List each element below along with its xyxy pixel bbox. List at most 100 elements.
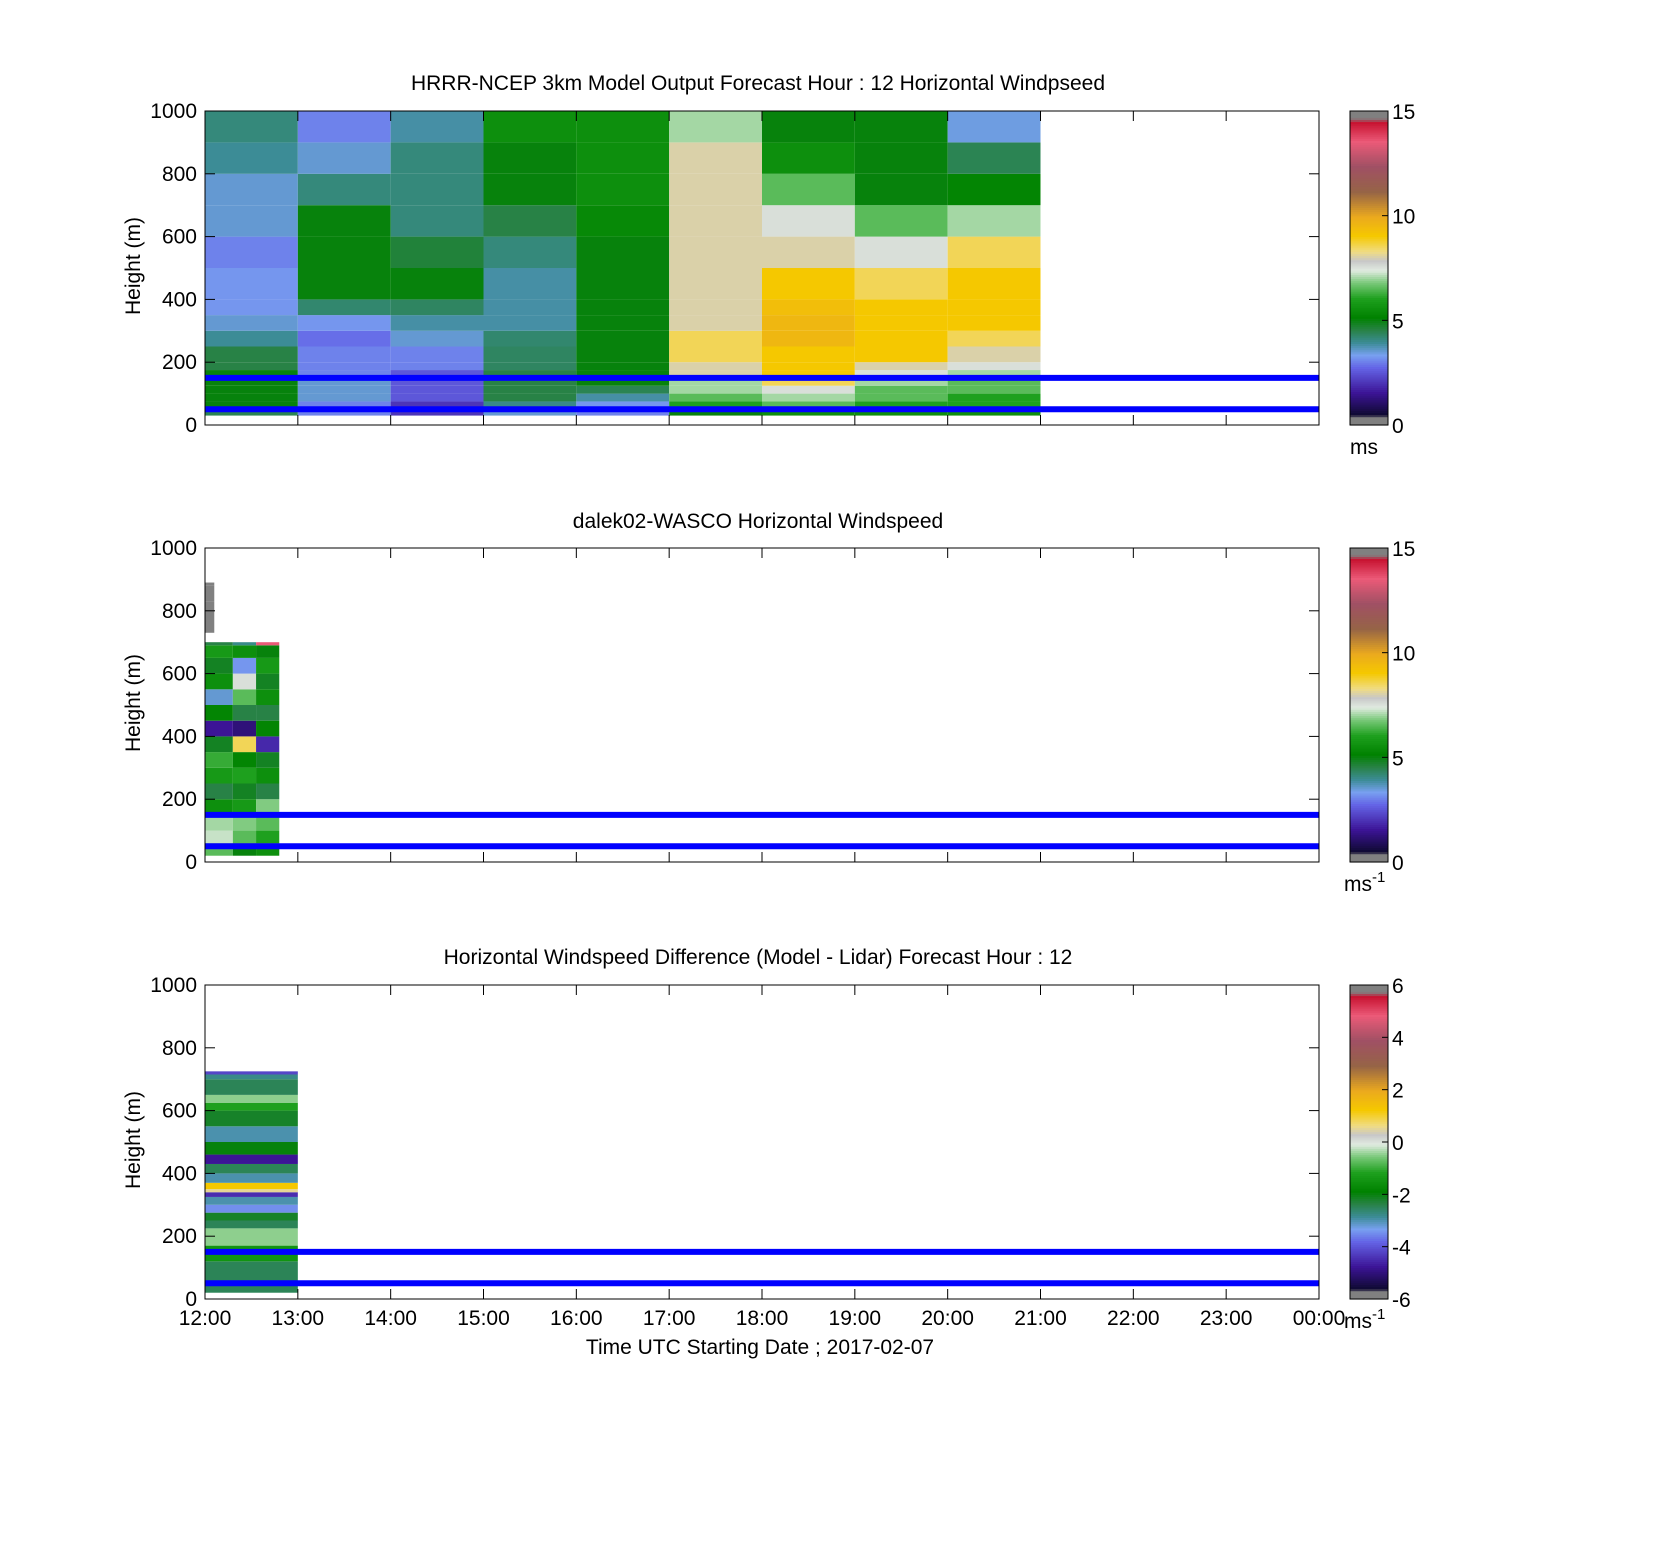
colorbar-segment	[1350, 757, 1388, 761]
heatmap-cell	[483, 330, 577, 347]
colorbar-segment	[1350, 667, 1388, 671]
heatmap-cell	[576, 330, 670, 347]
colorbar-segment	[1350, 399, 1388, 403]
heatmap-cells	[205, 1071, 298, 1293]
heatmap-cell	[297, 315, 391, 331]
colorbar-segment	[1350, 1177, 1388, 1181]
heatmap-cell	[483, 315, 577, 331]
colorbar-segment	[1350, 843, 1388, 846]
colorbar-segment	[1350, 186, 1388, 190]
heatmap-cell	[297, 111, 391, 143]
colorbar-segment	[1350, 550, 1388, 553]
heatmap-cell	[854, 346, 948, 363]
colorbar-segment	[1350, 1211, 1388, 1214]
colorbar-segment	[1350, 1068, 1388, 1072]
heatmap-cell	[205, 1220, 298, 1229]
colorbar-segment	[1350, 242, 1388, 246]
colorbar-segment	[1350, 790, 1388, 794]
colorbar-segment	[1350, 1215, 1388, 1218]
colorbar-segment	[1350, 826, 1388, 830]
heatmap-cell	[390, 370, 484, 378]
heatmap-cell	[854, 268, 948, 300]
heatmap-cell	[232, 830, 257, 844]
colorbar-tick-label: 15	[1392, 101, 1415, 124]
colorbar-segment	[1350, 1049, 1388, 1053]
colorbar-segment	[1350, 1286, 1388, 1290]
colorbar-segment	[1350, 684, 1388, 687]
colorbar-segment	[1350, 598, 1388, 601]
heatmap-cell	[483, 401, 577, 410]
y-axis-label: Height (m)	[122, 654, 145, 752]
colorbar-segment	[1350, 265, 1388, 269]
colorbar-segment	[1350, 734, 1388, 737]
colorbar-segment	[1350, 1083, 1388, 1087]
colorbar-segment	[1350, 1238, 1388, 1241]
colorbar-segment	[1350, 261, 1388, 265]
colorbar-segment	[1350, 600, 1388, 604]
colorbar-segment	[1350, 341, 1388, 344]
colorbar-segment	[1350, 389, 1388, 393]
colorbar-segment	[1350, 334, 1388, 338]
colorbar-segment	[1350, 774, 1388, 777]
colorbar-segment	[1350, 198, 1388, 202]
heatmap-cell	[205, 783, 233, 800]
colorbar-segment	[1350, 360, 1388, 363]
colorbar-segment	[1350, 813, 1388, 817]
colorbar-segment	[1350, 736, 1388, 740]
colorbar-segment	[1350, 665, 1388, 668]
colorbar-segment	[1350, 717, 1388, 721]
heatmap-cell	[576, 236, 670, 268]
colorbar-segment	[1350, 1290, 1388, 1294]
heatmap-cell	[205, 1261, 298, 1293]
colorbar-segment	[1350, 581, 1388, 585]
colorbar-segment	[1350, 307, 1388, 311]
heatmap-cell	[297, 330, 391, 347]
colorbar-segment	[1350, 358, 1388, 361]
colorbar-segment	[1350, 715, 1388, 719]
colorbar-segment	[1350, 1108, 1388, 1112]
colorbar-segment	[1350, 554, 1388, 557]
x-tick-label: 14:00	[364, 1307, 417, 1330]
colorbar-segment	[1350, 602, 1388, 606]
heatmap-cell	[483, 268, 577, 300]
colorbar-segment	[1350, 646, 1388, 650]
colorbar-segment	[1350, 1160, 1388, 1164]
heatmap-cell	[205, 370, 298, 378]
heatmap-cell	[297, 362, 391, 371]
y-tick-label: 400	[162, 288, 197, 311]
heatmap-cell	[483, 362, 577, 371]
colorbar-segment	[1350, 1269, 1388, 1273]
colorbar-segment	[1350, 705, 1388, 708]
colorbar-segment	[1350, 740, 1388, 744]
heatmap-cell	[256, 720, 280, 737]
colorbar-segment	[1350, 1091, 1388, 1095]
heatmap-cell	[669, 401, 762, 410]
colorbar-frame	[1349, 547, 1389, 863]
colorbar-segment	[1350, 732, 1388, 735]
colorbar-segment	[1350, 1263, 1388, 1267]
colorbar-segment	[1350, 614, 1388, 618]
heatmap-cell	[947, 111, 1041, 143]
heatmap-cell	[669, 111, 762, 143]
colorbar-tick-label: -2	[1392, 1184, 1411, 1207]
colorbar-segment	[1350, 280, 1388, 284]
colorbar-segment	[1350, 1114, 1388, 1118]
y-tick-label: 0	[185, 851, 197, 874]
colorbar-segment	[1350, 575, 1388, 578]
heatmap-cell	[390, 377, 484, 386]
colorbar-segment	[1350, 579, 1388, 583]
colorbar-segment	[1350, 1066, 1388, 1070]
colorbar-segment	[1350, 728, 1388, 731]
colorbar-segment	[1350, 1005, 1388, 1009]
colorbar-segment	[1350, 381, 1388, 384]
colorbar-segment	[1350, 730, 1388, 733]
colorbar-segment	[1350, 640, 1388, 643]
heatmap-cell	[762, 393, 855, 402]
colorbar-segment	[1350, 1129, 1388, 1133]
heatmap-cell	[947, 409, 1041, 416]
heatmap-cell	[576, 370, 670, 378]
colorbar-segment	[1350, 688, 1388, 691]
heatmap-cell	[669, 346, 762, 363]
heatmap-cell	[232, 752, 257, 768]
heatmap-cell	[762, 346, 855, 363]
